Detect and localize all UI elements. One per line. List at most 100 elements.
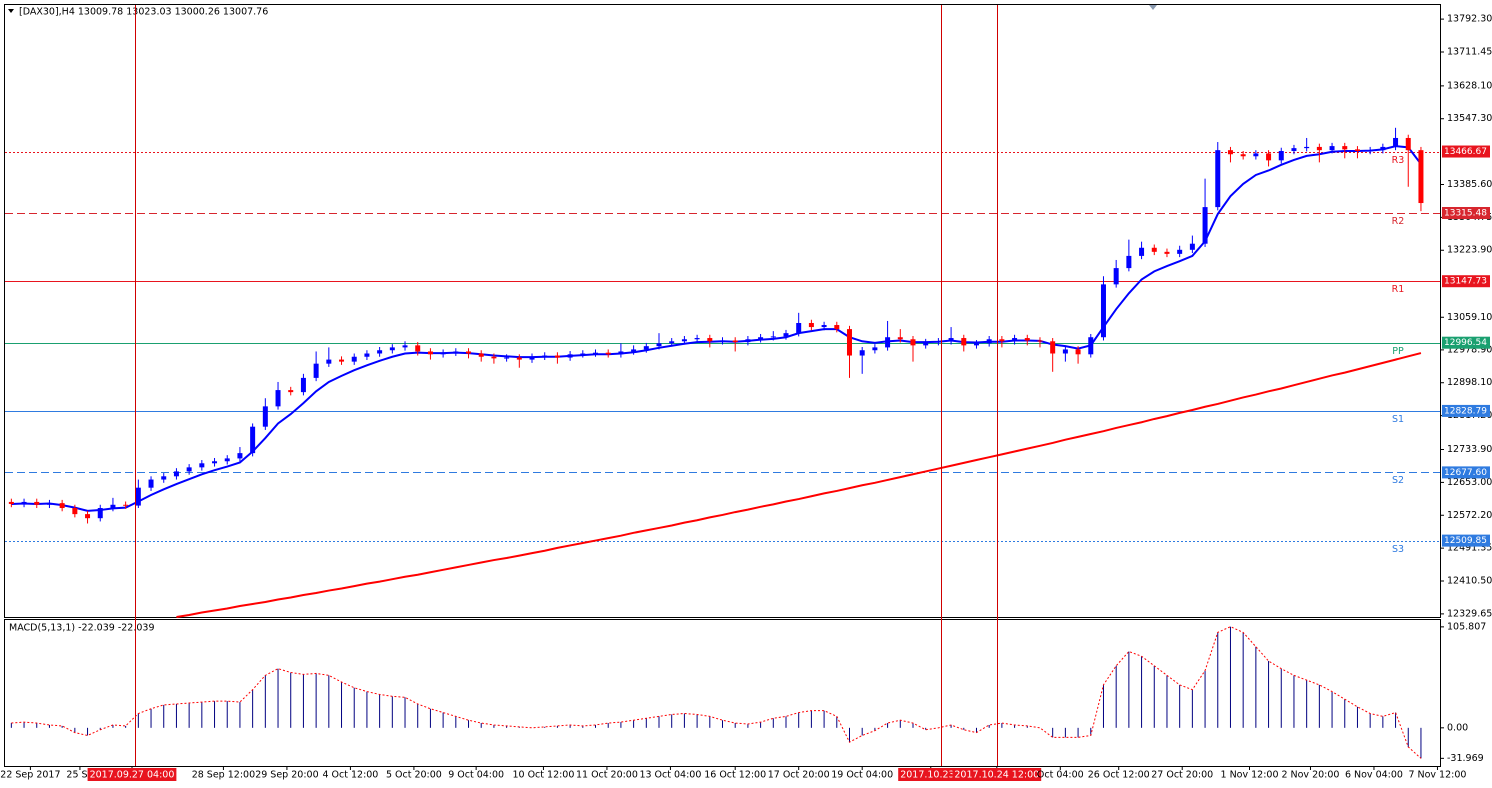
highlight-box xyxy=(898,768,964,781)
candle-body xyxy=(97,508,103,519)
candle-body xyxy=(1342,146,1348,150)
level-price-label: 13466.67 xyxy=(1444,147,1487,157)
candle-body xyxy=(973,343,979,346)
x-tick-label: 26 Oct 12:00 xyxy=(1088,770,1150,781)
candle-body xyxy=(808,322,814,328)
candle-body xyxy=(288,390,294,393)
candle-body xyxy=(504,357,510,359)
level-price-box xyxy=(1442,466,1490,479)
x-tick-label: 29 Sep 20:00 xyxy=(255,770,318,781)
y-tick-label: 13059.10 xyxy=(1447,312,1492,323)
candle-body xyxy=(1202,207,1208,244)
x-tick-label: Oct 04:00 xyxy=(1037,770,1084,781)
level-price-box xyxy=(1442,534,1490,547)
x-tick-label: 2017.10.23 ( xyxy=(900,770,961,781)
candle-body xyxy=(999,339,1005,342)
candle-body xyxy=(593,352,599,354)
candle-body xyxy=(732,340,738,343)
candle-body xyxy=(212,461,218,464)
candle-body xyxy=(466,351,472,354)
y-tick-label: 12978.90 xyxy=(1447,344,1492,355)
candle-body xyxy=(1304,146,1310,149)
candle-body xyxy=(643,346,649,350)
candle-body xyxy=(453,351,459,353)
candle-body xyxy=(720,340,725,342)
candle-body xyxy=(897,337,903,340)
candle-body xyxy=(656,343,662,347)
x-tick-label: 2 Nov 20:00 xyxy=(1281,770,1339,781)
level-name: S2 xyxy=(1392,475,1404,486)
candle-body xyxy=(821,325,827,328)
candle-body xyxy=(59,503,65,509)
level-price-box xyxy=(1442,275,1490,288)
macd-panel xyxy=(4,619,1441,767)
candle-body xyxy=(1291,148,1297,151)
level-price-box xyxy=(1442,404,1490,417)
candle-body xyxy=(834,325,840,330)
candle-body xyxy=(491,356,497,359)
candle-body xyxy=(681,339,687,342)
candle-body xyxy=(605,352,611,355)
candle-body xyxy=(161,476,167,480)
moving-average xyxy=(11,145,1422,512)
candle-body xyxy=(631,349,637,352)
candle-body xyxy=(262,406,268,427)
candle-body xyxy=(885,337,891,348)
level-price-label: 13147.73 xyxy=(1444,277,1487,287)
menu-arrow[interactable] xyxy=(8,9,14,13)
x-tick-label: 27 Oct 20:00 xyxy=(1151,770,1213,781)
candle-body xyxy=(135,487,141,506)
x-tick-label: 9 Oct 04:00 xyxy=(448,770,504,781)
candle-body xyxy=(339,359,345,362)
x-tick-label: 19 Oct 04:00 xyxy=(831,770,893,781)
x-tick-label: 28 Sep 12:00 xyxy=(192,770,255,781)
y-tick-label: 12410.50 xyxy=(1447,576,1492,587)
candle-body xyxy=(1354,149,1360,151)
y-tick-label: 12491.35 xyxy=(1447,543,1492,554)
y-tick-label: 13711.45 xyxy=(1447,46,1492,57)
candle-body xyxy=(1037,340,1043,342)
candle-body xyxy=(85,514,91,519)
level-name: S3 xyxy=(1392,544,1404,555)
x-tick-label: 22 Sep 2017 xyxy=(0,770,60,781)
level-price-label: 12996.54 xyxy=(1444,338,1487,348)
level-name: PP xyxy=(1392,346,1404,357)
level-name: S1 xyxy=(1392,414,1404,425)
candle-body xyxy=(224,458,230,462)
y-tick-label: 13628.10 xyxy=(1447,80,1492,91)
candle-body xyxy=(1126,255,1132,269)
y-tick-label: 13547.30 xyxy=(1447,113,1492,124)
candle-body xyxy=(148,479,154,488)
candle-body xyxy=(1266,153,1272,161)
candle-body xyxy=(529,356,535,360)
candle-body xyxy=(1139,247,1145,256)
candle-body xyxy=(567,354,573,358)
x-tick-label: 16 Oct 12:00 xyxy=(704,770,766,781)
candle-body xyxy=(1062,349,1068,354)
level-name: R1 xyxy=(1392,284,1405,295)
candle-body xyxy=(46,503,52,505)
price-panel xyxy=(4,4,1441,618)
x-tick-label: 5 Oct 20:00 xyxy=(386,770,442,781)
candle-body xyxy=(1253,153,1259,157)
candle-body xyxy=(1189,243,1195,250)
candle-body xyxy=(364,353,370,357)
y-tick-label: 12733.90 xyxy=(1447,444,1492,455)
candle-body xyxy=(478,353,484,357)
candle-body xyxy=(326,359,332,364)
x-tick-label: 6 Nov 04:00 xyxy=(1345,770,1403,781)
candle-body xyxy=(1113,268,1119,285)
candle-body xyxy=(516,357,522,360)
candle-body xyxy=(351,356,357,362)
y-tick-label: 12329.65 xyxy=(1447,608,1492,619)
candle-body xyxy=(935,341,941,343)
candle-body xyxy=(1164,251,1170,254)
x-tick-label: 17 Oct 20:00 xyxy=(768,770,830,781)
candle-body xyxy=(859,350,865,356)
candle-body xyxy=(402,345,408,348)
candle-body xyxy=(1393,137,1399,147)
x-tick-label: 4 Oct 12:00 xyxy=(322,770,378,781)
shift-marker xyxy=(1149,5,1157,10)
x-tick-label: 2017.10.24 12:00 xyxy=(954,770,1039,781)
candle-body xyxy=(1240,154,1246,157)
